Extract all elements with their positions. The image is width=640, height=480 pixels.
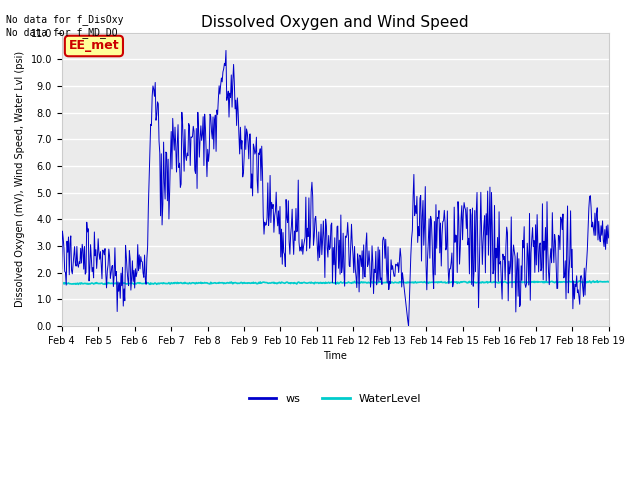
ws [124,277,132,283]
WaterLevel [593,278,601,284]
ws [404,323,412,329]
ws [222,48,230,53]
WaterLevel [180,281,188,287]
Line: WaterLevel: WaterLevel [61,281,609,284]
WaterLevel [403,279,410,285]
Title: Dissolved Oxygen and Wind Speed: Dissolved Oxygen and Wind Speed [202,15,469,30]
X-axis label: Time: Time [323,351,347,361]
Text: EE_met: EE_met [68,39,119,52]
ws [58,266,65,272]
WaterLevel [58,281,65,287]
Y-axis label: Dissolved Oxygen (mV), Wind Speed, Water Lvl (psi): Dissolved Oxygen (mV), Wind Speed, Water… [15,51,25,307]
Text: No data for f_DisOxy
No data for f_MD_DO: No data for f_DisOxy No data for f_MD_DO [6,14,124,38]
WaterLevel [74,281,82,287]
ws [180,145,188,151]
ws [403,304,410,310]
ws [209,136,216,142]
WaterLevel [125,281,132,287]
ws [419,198,427,204]
Legend: ws, WaterLevel: ws, WaterLevel [244,390,426,408]
WaterLevel [605,279,612,285]
WaterLevel [419,279,426,285]
WaterLevel [68,281,76,287]
ws [605,235,612,241]
WaterLevel [209,280,217,286]
Line: ws: ws [61,50,609,326]
ws [68,267,76,273]
